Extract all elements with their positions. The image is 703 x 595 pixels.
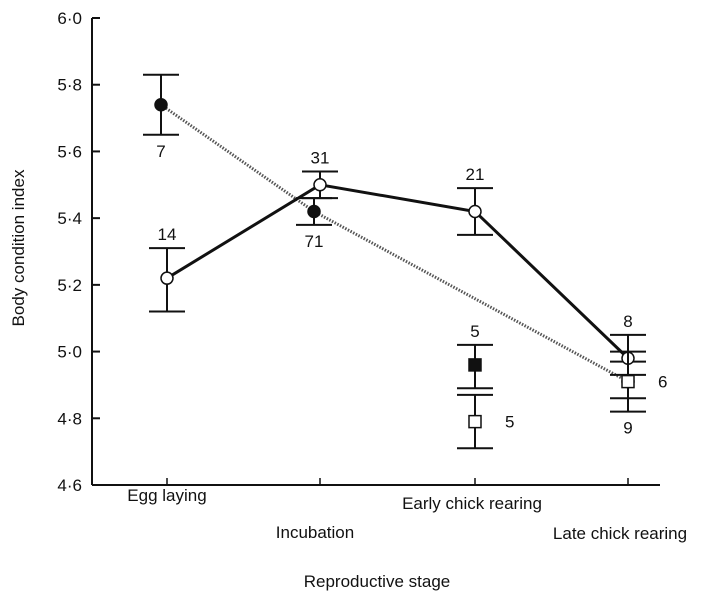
data-point	[468, 204, 482, 219]
y-axis-title: Body condition index	[9, 169, 28, 326]
sample-size-label: 8	[623, 312, 632, 331]
x-category-label: Incubation	[276, 523, 354, 542]
x-category-label: Late chick rearing	[553, 524, 687, 543]
data-point	[160, 271, 174, 285]
sample-size-label: 14	[158, 225, 177, 244]
sample-size-label: 9	[623, 419, 632, 438]
sample-size-label: 31	[311, 148, 330, 167]
x-category-label: Egg laying	[127, 486, 206, 505]
labels-layer: 7 71 6 14 31 21 8 5 5 9	[156, 142, 667, 438]
y-tick-label: 6·0	[57, 9, 82, 28]
sample-size-label: 21	[466, 165, 485, 184]
y-tick-label: 5·2	[57, 276, 82, 295]
y-tick-label: 5·0	[57, 343, 82, 362]
y-tick-label: 5·8	[57, 76, 82, 95]
sample-size-label: 5	[470, 322, 479, 341]
y-tick-label: 4·8	[57, 409, 82, 428]
sample-size-label: 6	[658, 373, 667, 392]
series-line	[166, 183, 630, 360]
x-ticks: Egg laying Incubation Early chick rearing L…	[127, 478, 687, 543]
x-category-label: Early chick rearing	[402, 494, 542, 513]
data-point	[621, 374, 635, 389]
data-point	[307, 204, 321, 219]
axes	[91, 18, 660, 486]
y-ticks: 4·6 4·8 5·0 5·2 5·4 5·6 5·8 6·0	[57, 9, 100, 495]
data-point	[468, 414, 482, 429]
sample-size-label: 71	[305, 232, 324, 251]
x-axis-title: Reproductive stage	[304, 572, 450, 591]
y-tick-label: 5·6	[57, 142, 82, 161]
sample-size-label: 5	[505, 413, 514, 432]
y-tick-label: 4·6	[57, 476, 82, 495]
data-point	[313, 178, 327, 192]
data-point	[468, 358, 482, 372]
series-layer	[143, 73, 646, 450]
sample-size-label: 7	[156, 142, 165, 161]
series-line	[160, 103, 629, 383]
y-tick-label: 5·4	[57, 209, 82, 228]
data-point	[154, 97, 168, 112]
